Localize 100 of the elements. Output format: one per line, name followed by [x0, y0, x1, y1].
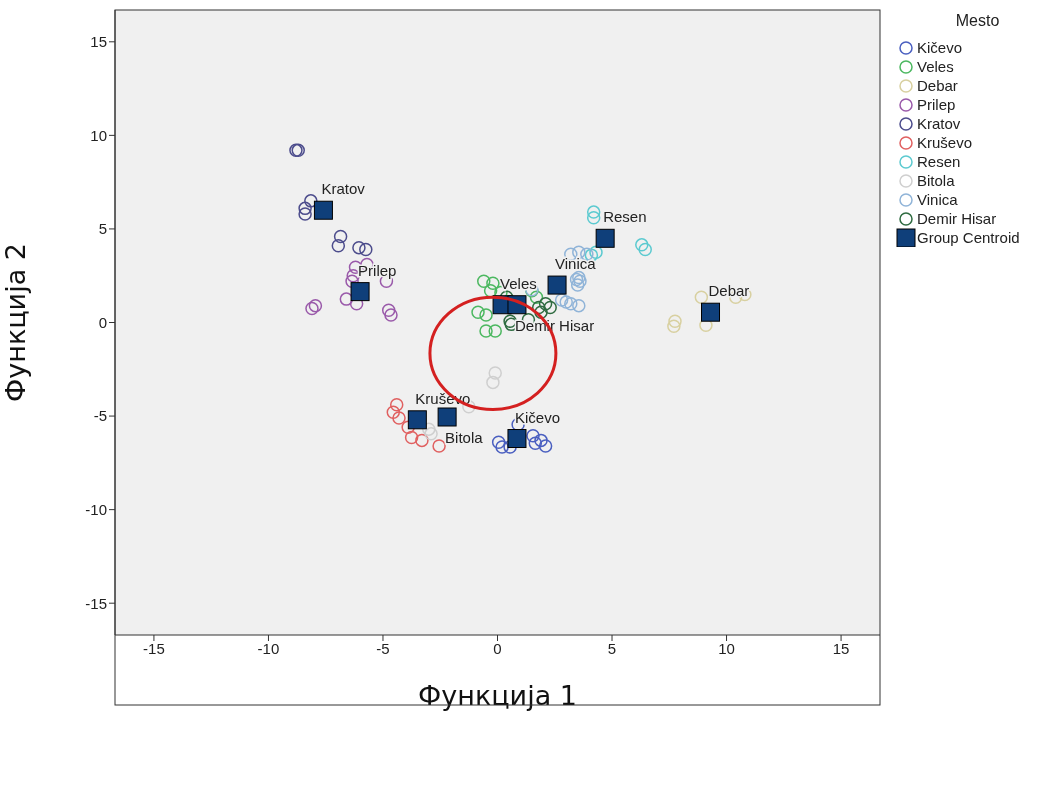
point: [384, 308, 398, 322]
point: [559, 295, 573, 309]
data-label: Debar: [708, 282, 750, 300]
point: [554, 293, 569, 307]
legend-label: Prilep: [917, 96, 956, 113]
point: [586, 210, 601, 225]
data-label: Bitola: [445, 429, 484, 446]
point: [529, 290, 544, 304]
point: [479, 324, 493, 338]
point: [570, 278, 585, 292]
data-label: Kičevo: [514, 408, 560, 426]
point: [488, 366, 502, 380]
point: [437, 407, 457, 427]
point: [534, 433, 548, 448]
x-tick-label: 0: [493, 639, 502, 657]
point: [424, 427, 438, 441]
point: [638, 242, 652, 257]
point: [333, 229, 348, 244]
x-tick-label: -5: [376, 639, 390, 657]
point: [507, 429, 527, 449]
point: [407, 410, 427, 430]
point: [359, 242, 373, 257]
point: [381, 303, 396, 318]
point: [298, 207, 312, 221]
legend-label: Resen: [917, 153, 961, 170]
point: [495, 440, 509, 454]
point: [572, 298, 586, 313]
point: [534, 305, 548, 319]
y-tick-label: -15: [85, 594, 107, 612]
data-label: Prilep: [358, 261, 397, 279]
point: [586, 205, 601, 219]
point: [528, 436, 543, 450]
point: [635, 238, 649, 252]
x-tick-label: -10: [257, 639, 280, 657]
point: [483, 283, 498, 298]
point: [422, 422, 436, 436]
y-tick-label: -5: [93, 407, 107, 425]
y-tick-label: 0: [98, 313, 107, 331]
point: [392, 411, 406, 425]
y-axis-title: Функција 2: [0, 243, 31, 402]
legend-title: Mesto: [954, 12, 1001, 30]
point: [345, 274, 359, 289]
data-label: Kratov: [321, 180, 366, 198]
legend-label: Vinica: [917, 191, 958, 208]
legend-label: Demir Hisar: [917, 210, 997, 227]
x-tick-label: 5: [607, 639, 617, 657]
point: [350, 282, 370, 302]
point: [538, 297, 553, 311]
point: [401, 420, 415, 435]
point: [526, 428, 540, 443]
point: [415, 433, 429, 448]
point: [538, 439, 553, 453]
point: [471, 305, 485, 319]
point: [491, 435, 506, 450]
point: [339, 292, 354, 306]
point: [313, 200, 333, 220]
point: [479, 308, 493, 322]
point: [564, 297, 578, 311]
point: [352, 240, 366, 255]
y-tick-label: 10: [90, 126, 107, 144]
point: [547, 275, 567, 295]
point: [701, 302, 721, 322]
point: [389, 398, 404, 412]
legend-label: Debar: [917, 77, 958, 94]
point: [667, 319, 681, 333]
data-label: Resen: [603, 208, 647, 226]
legend-label: Kičevo: [917, 39, 963, 56]
point: [589, 245, 603, 260]
y-tick-label: -10: [85, 500, 107, 518]
point: [486, 375, 500, 390]
x-tick-label: 15: [832, 639, 850, 657]
y-tick-label: 15: [90, 33, 107, 51]
point: [694, 290, 709, 304]
point: [298, 201, 312, 216]
point: [305, 301, 319, 316]
legend-label: Bitola: [917, 172, 955, 189]
point: [488, 324, 502, 338]
point: [477, 274, 491, 289]
point: [404, 430, 419, 445]
legend-label: Kruševo: [917, 134, 973, 151]
point: [668, 314, 682, 328]
data-label: Veles: [500, 274, 537, 292]
x-tick-label: 10: [718, 639, 735, 657]
y-tick-label: 5: [98, 220, 107, 238]
point: [543, 300, 557, 315]
x-tick-label: -15: [143, 639, 165, 657]
point: [432, 439, 446, 453]
legend-label: Kratov: [917, 115, 961, 132]
legend-label: Group Centroid: [917, 229, 1020, 246]
point: [595, 228, 615, 248]
point: [331, 239, 346, 253]
point: [308, 298, 323, 313]
point: [304, 194, 318, 208]
data-label: Vinica: [555, 255, 597, 273]
legend-label: Veles: [917, 58, 954, 75]
x-axis-title: Функција 1: [418, 680, 577, 711]
point: [503, 440, 517, 454]
point: [486, 276, 500, 290]
point: [531, 300, 546, 315]
point: [573, 274, 587, 289]
